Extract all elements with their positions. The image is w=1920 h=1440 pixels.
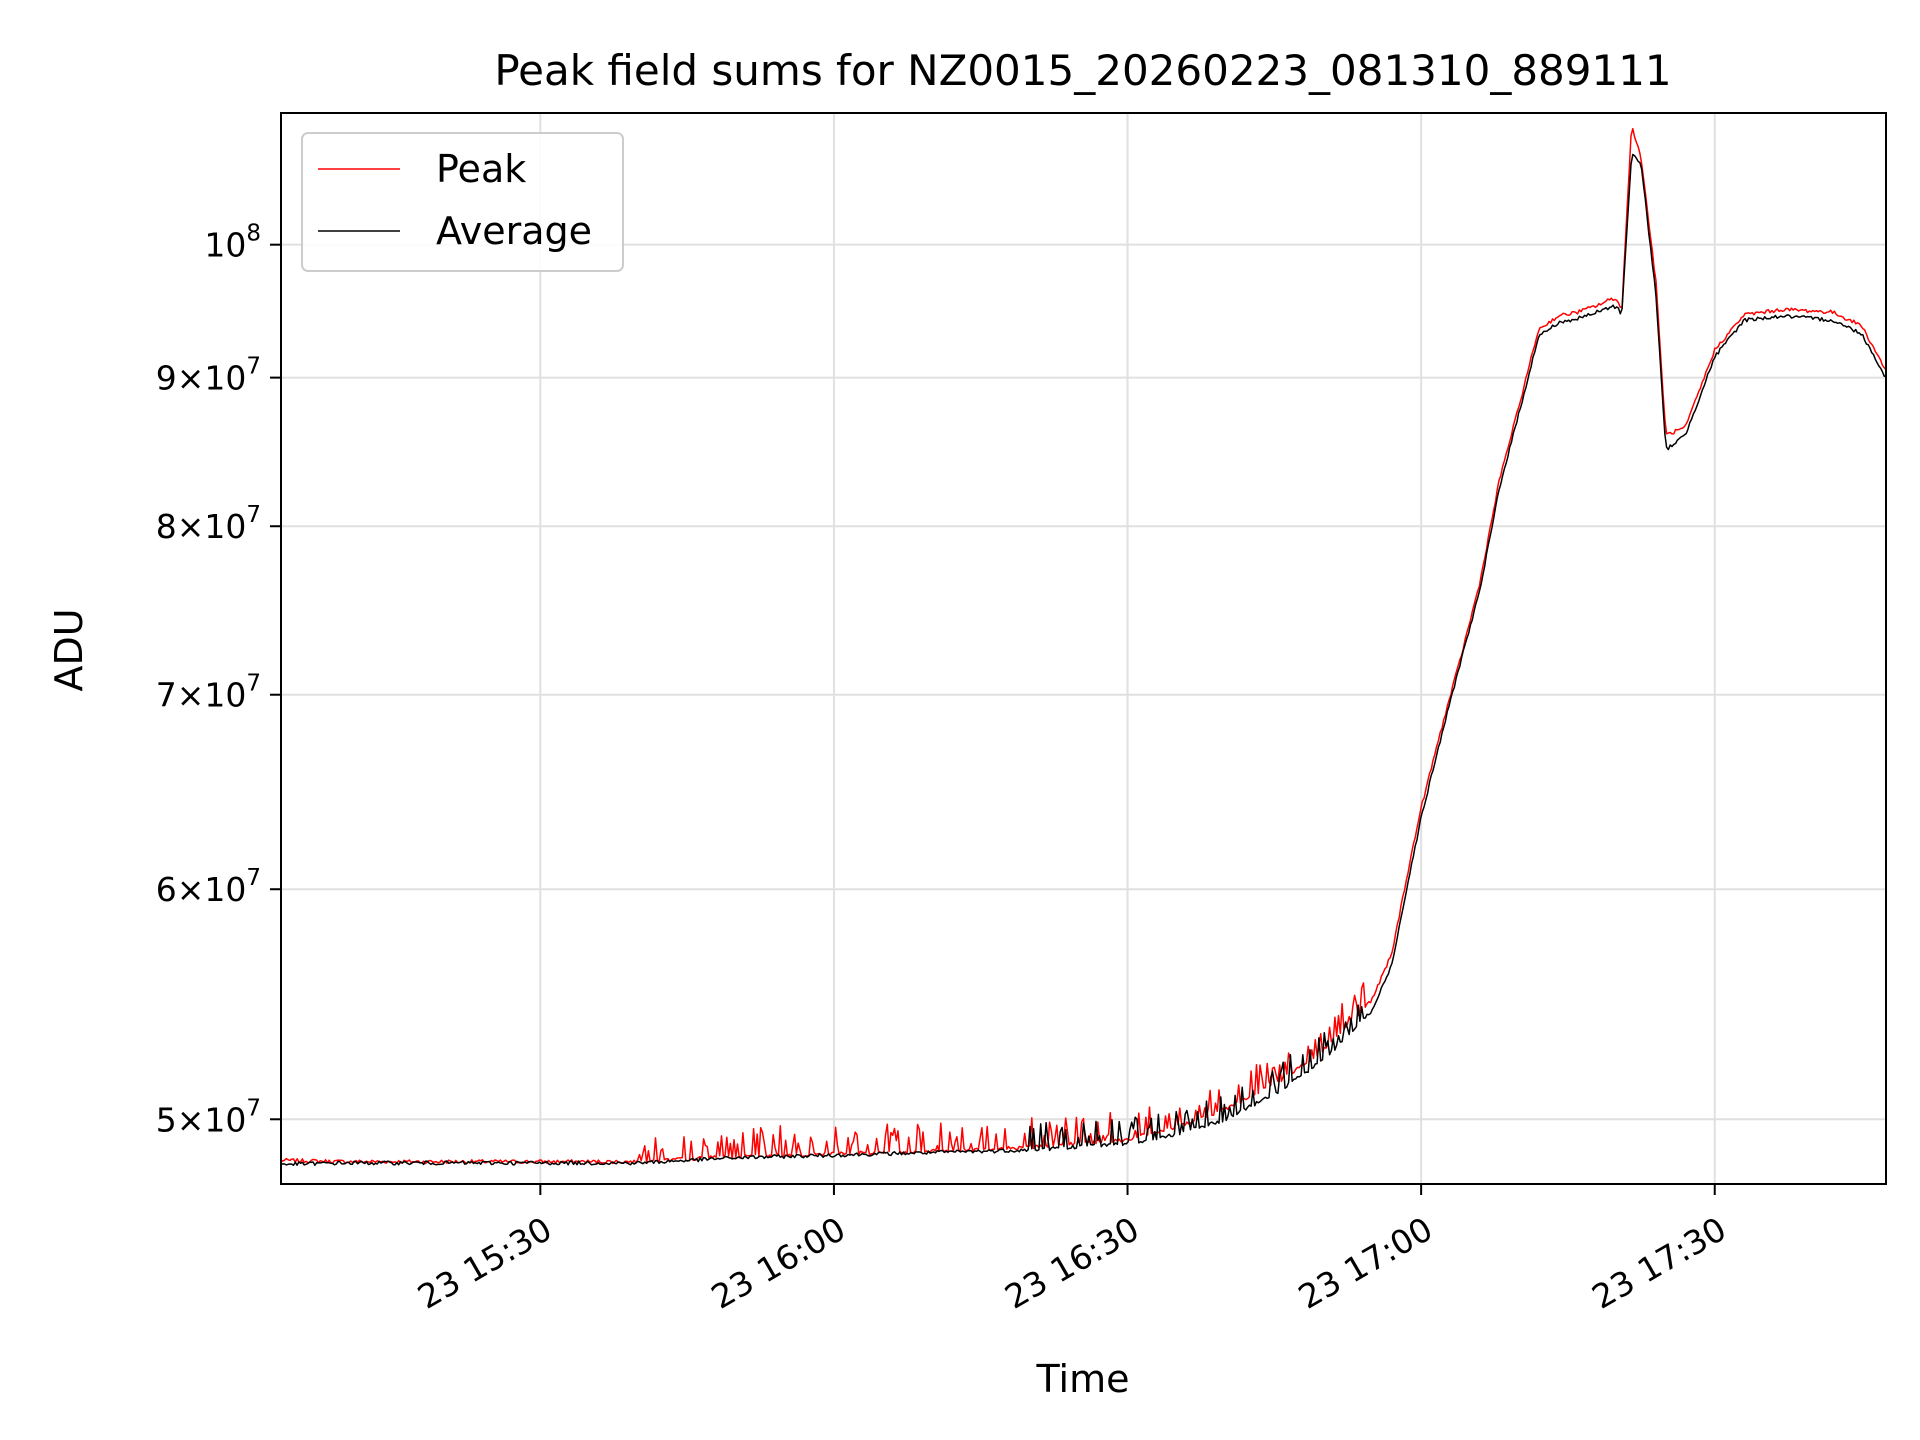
y-tick-label: 108 [204, 221, 261, 265]
y-axis: 5×107 6×107 7×107 8×107 9×107 108 [156, 221, 281, 1139]
series-line-average [281, 153, 1886, 1167]
y-tick-label: 9×107 [156, 354, 261, 398]
plot-frame [280, 112, 1887, 1185]
legend-label-average: Average [436, 209, 592, 253]
grid [281, 113, 1886, 1184]
series-line-peak [281, 127, 1886, 1165]
x-tick-label: 23 17:30 [1585, 1209, 1732, 1317]
chart-title: Peak field sums for NZ0015_20260223_0813… [494, 46, 1671, 95]
x-tick-label: 23 16:00 [705, 1209, 852, 1317]
x-axis-label: Time [1036, 1357, 1130, 1401]
y-axis-label: ADU [47, 608, 91, 691]
y-tick-label: 5×107 [156, 1095, 261, 1139]
series-group [281, 127, 1886, 1167]
legend-label-peak: Peak [436, 147, 526, 191]
x-axis: 23 15:30 23 16:00 23 16:30 23 17:00 23 17:30 [411, 1184, 1733, 1317]
legend: Peak Average [301, 132, 624, 272]
y-tick-label: 8×107 [156, 502, 261, 546]
x-tick-label: 23 15:30 [411, 1209, 558, 1317]
y-tick-label: 7×107 [156, 671, 261, 715]
y-tick-label: 6×107 [156, 865, 261, 909]
x-tick-label: 23 16:30 [998, 1209, 1145, 1317]
x-tick-label: 23 17:00 [1292, 1209, 1439, 1317]
legend-box [301, 132, 624, 272]
